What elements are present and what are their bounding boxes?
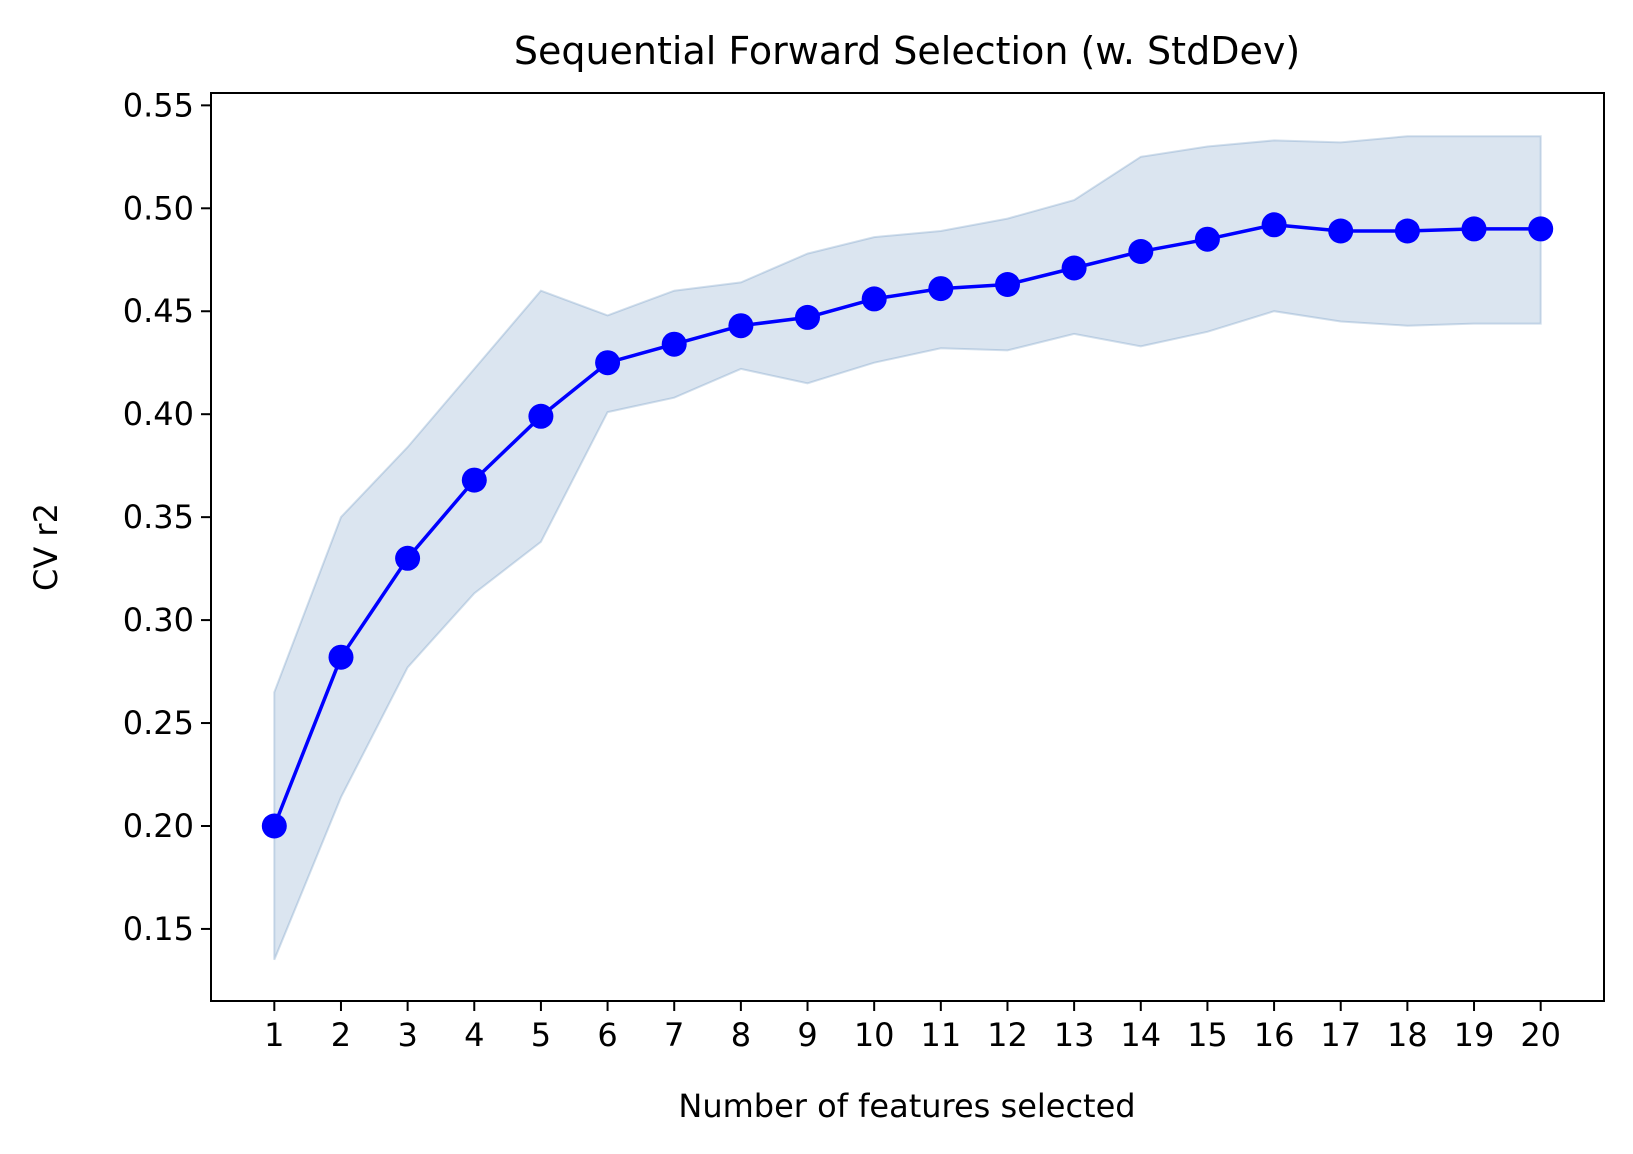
x-axis-label: Number of features selected <box>678 1087 1135 1125</box>
x-tick-label: 15 <box>1187 1016 1228 1054</box>
data-point <box>1128 239 1154 264</box>
y-tick-label: 0.30 <box>123 601 194 639</box>
data-point <box>328 644 354 670</box>
data-point <box>1328 218 1354 244</box>
data-point <box>1194 226 1220 252</box>
x-tick-label: 13 <box>1054 1016 1095 1054</box>
x-tick-label: 18 <box>1387 1016 1428 1054</box>
x-tick-label: 17 <box>1320 1016 1361 1054</box>
y-tick-label: 0.15 <box>123 910 194 948</box>
y-axis: 0.15 0.20 0.25 0.30 0.35 0.40 0.45 0.50 0.55 <box>123 86 211 948</box>
y-tick-label: 0.45 <box>123 292 194 330</box>
y-tick-label: 0.40 <box>123 395 194 433</box>
data-point <box>528 403 554 429</box>
data-point <box>661 331 687 357</box>
x-tick-label: 6 <box>597 1016 617 1054</box>
x-tick-label: 8 <box>731 1016 751 1054</box>
x-tick-label: 10 <box>854 1016 895 1054</box>
std-dev-band <box>273 135 1542 961</box>
x-tick-label: 9 <box>797 1016 817 1054</box>
x-tick-label: 14 <box>1120 1016 1161 1054</box>
plot-frame <box>210 92 1605 1002</box>
data-point <box>461 467 487 493</box>
data-point <box>1261 212 1287 238</box>
data-point <box>395 545 421 571</box>
y-tick-label: 0.20 <box>123 807 194 845</box>
x-tick-label: 12 <box>987 1016 1028 1054</box>
x-tick-label: 20 <box>1520 1016 1561 1054</box>
std-dev-band-layer <box>273 135 1542 961</box>
data-point <box>861 286 887 312</box>
x-tick-label: 4 <box>464 1016 484 1054</box>
data-point <box>595 350 621 376</box>
y-axis-label: CV r2 <box>27 503 65 591</box>
series-marker-layer <box>261 212 1554 839</box>
y-tick-label: 0.55 <box>123 86 194 124</box>
x-tick-label: 19 <box>1454 1016 1495 1054</box>
data-point <box>261 813 287 839</box>
y-tick-label: 0.35 <box>123 498 194 536</box>
data-point <box>995 272 1020 297</box>
x-tick-label: 1 <box>264 1016 284 1054</box>
data-point <box>1461 216 1487 242</box>
data-point <box>1528 216 1554 242</box>
x-tick-label: 2 <box>331 1016 351 1054</box>
data-point <box>728 313 754 339</box>
y-tick-label: 0.25 <box>123 704 194 742</box>
data-point <box>795 304 820 330</box>
x-tick-label: 3 <box>397 1016 417 1054</box>
x-axis: 1 2 3 4 5 6 7 8 9 10 11 12 13 14 15 16 17 18 19 20 <box>264 1001 1561 1054</box>
data-point <box>1394 218 1420 244</box>
x-tick-label: 5 <box>531 1016 551 1054</box>
data-point <box>1061 255 1087 281</box>
x-tick-label: 16 <box>1254 1016 1295 1054</box>
x-tick-label: 11 <box>920 1016 961 1054</box>
chart-title: Sequential Forward Selection (w. StdDev) <box>514 29 1300 73</box>
data-point <box>928 276 954 302</box>
x-tick-label: 7 <box>664 1016 684 1054</box>
y-tick-label: 0.50 <box>123 189 194 227</box>
